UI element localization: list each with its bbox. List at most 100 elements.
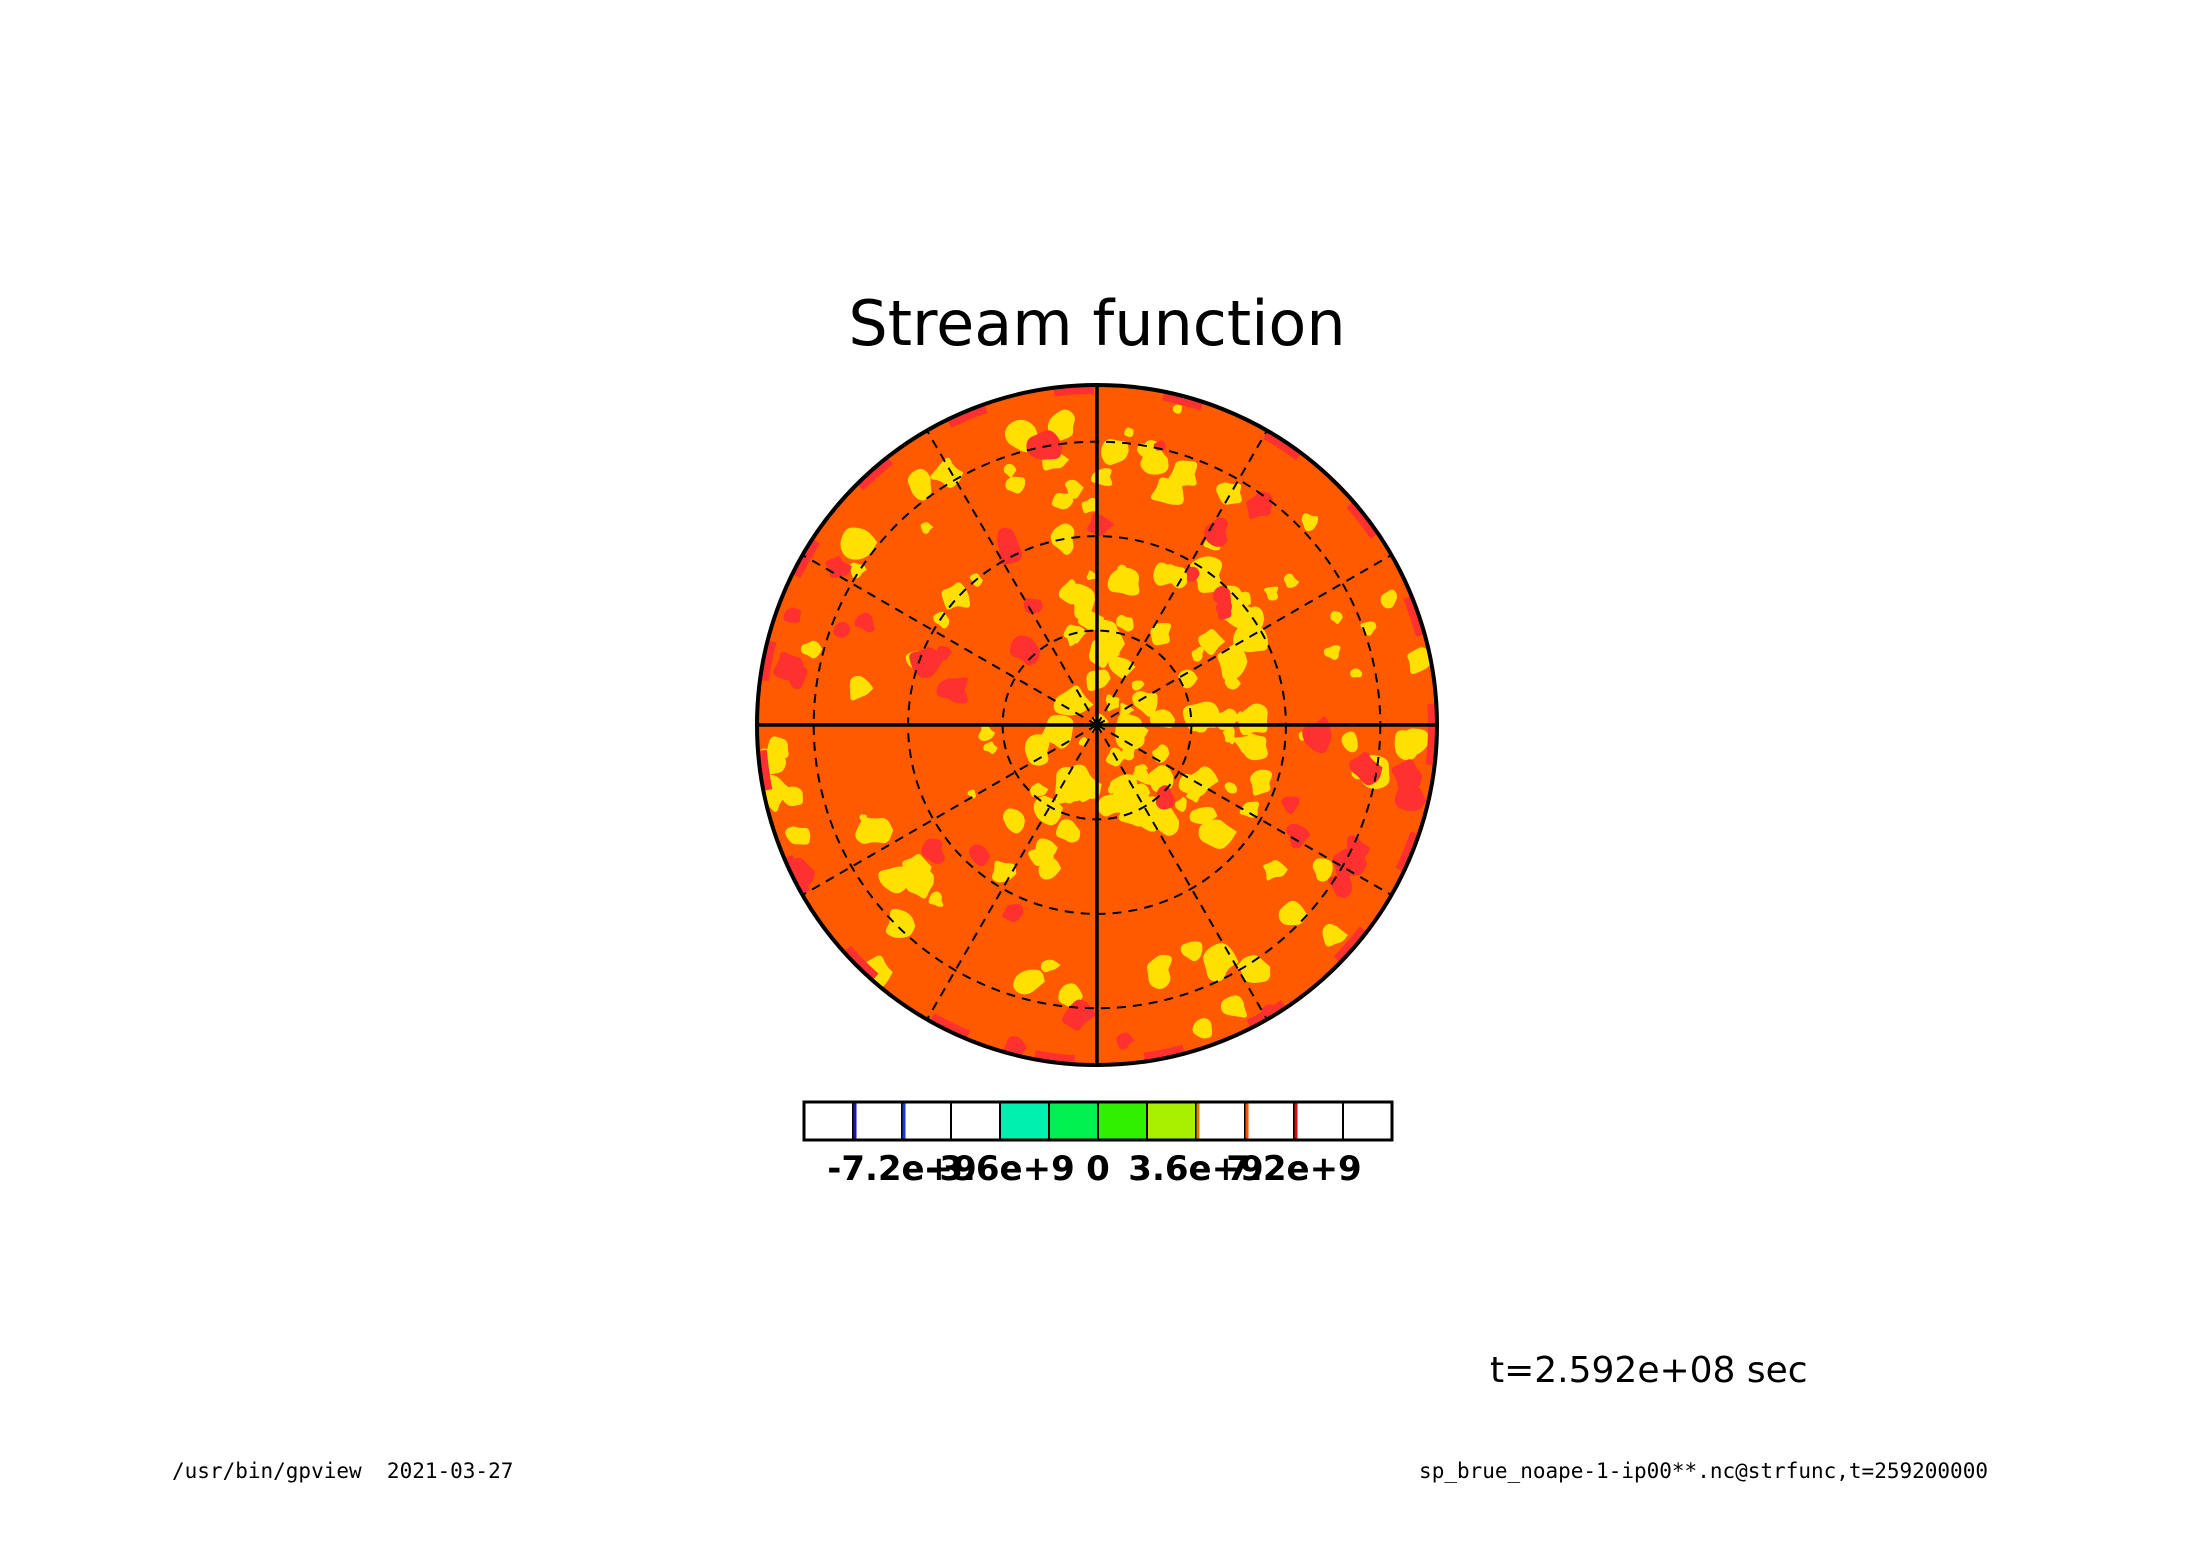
yellow-patch: [1380, 589, 1397, 609]
yellow-patch: [1146, 954, 1172, 990]
yellow-patch: [1222, 725, 1235, 743]
yellow-patch: [785, 826, 811, 845]
red-patch: [1009, 635, 1041, 666]
yellow-patch: [1234, 711, 1244, 722]
meridian-dashed: [1096, 430, 1268, 726]
yellow-patch: [1146, 692, 1157, 702]
yellow-patch: [1278, 900, 1308, 926]
yellow-patch: [1120, 703, 1135, 719]
red-patch: [1204, 517, 1228, 547]
red-patch: [1246, 491, 1273, 520]
yellow-patch: [933, 611, 950, 629]
yellow-patch: [1323, 645, 1341, 660]
colorbar-swatch: [1146, 1101, 1197, 1141]
meridian-dashed: [802, 554, 1098, 726]
yellow-patch: [781, 786, 804, 807]
red-patch: [1394, 783, 1426, 812]
colorbar-tick-labels: -7.2e+9-3.6e+9 0 3.6e+97.2e+9: [827, 1149, 1361, 1189]
yellow-patch: [800, 640, 823, 659]
meridian-dashed: [802, 724, 1098, 896]
red-patch: [936, 645, 952, 661]
yellow-patch: [1117, 564, 1131, 577]
yellow-patch: [967, 789, 976, 799]
colorbar-tick-label: -7.2e+9: [827, 1149, 977, 1189]
yellow-patch: [849, 675, 874, 701]
yellow-patch: [1105, 694, 1120, 712]
yellow-patch: [1175, 797, 1187, 812]
yellow-patch: [1188, 766, 1219, 798]
chart-title: Stream function: [848, 287, 1345, 360]
colorbar-frame: [802, 1100, 1394, 1142]
yellow-patch: [855, 817, 894, 844]
yellow-patch: [1341, 731, 1358, 753]
yellow-patch: [928, 891, 944, 907]
colorbar-swatch: [852, 1101, 903, 1141]
yellow-patch: [1013, 969, 1045, 995]
yellow-patch: [1150, 477, 1184, 505]
yellow-patch: [1040, 959, 1061, 973]
yellow-patch: [1003, 463, 1017, 478]
red-patch: [854, 612, 875, 633]
yellow-patch: [1233, 623, 1269, 653]
yellow-patch: [1109, 774, 1138, 802]
yellow-patch: [1101, 439, 1129, 465]
colorbar-swatch: [1195, 1101, 1246, 1141]
yellow-patch: [1330, 611, 1343, 625]
red-patch: [1281, 796, 1300, 814]
meridian-dashed: [1096, 724, 1268, 1020]
yellow-patch: [978, 723, 996, 742]
polar-map: [755, 383, 1439, 1067]
colorbar-swatch: [1097, 1101, 1148, 1141]
map-grid: [757, 385, 1437, 1065]
yellow-patch: [1301, 513, 1319, 532]
yellow-patch: [1005, 476, 1026, 494]
meridian-dashed: [926, 430, 1098, 726]
colorbar-tick-label: 7.2e+9: [1226, 1149, 1361, 1189]
yellow-patch: [1350, 668, 1363, 678]
yellow-patch: [920, 522, 934, 534]
yellow-patch: [941, 582, 971, 610]
footer-right: sp_brue_noape-1-ip00**.nc@strfunc,t=2592…: [1419, 1459, 1988, 1483]
yellow-patch: [1172, 404, 1183, 414]
yellow-patch: [1116, 614, 1134, 632]
yellow-patch: [1250, 769, 1273, 796]
red-patch: [1286, 823, 1311, 849]
red-patch: [1327, 869, 1352, 898]
red-patch: [1391, 759, 1423, 793]
colorbar-swatch: [1342, 1101, 1393, 1141]
yellow-patch: [1069, 764, 1102, 799]
meridian-dashed: [926, 724, 1098, 1020]
red-patch: [936, 677, 968, 704]
yellow-patch: [1394, 730, 1418, 761]
yellow-patch: [1068, 583, 1095, 620]
yellow-patch: [878, 866, 913, 894]
yellow-patch: [1238, 703, 1268, 736]
yellow-patch: [1224, 676, 1241, 690]
colorbar-swatch: [1293, 1101, 1344, 1141]
yellow-patch: [1283, 573, 1300, 588]
yellow-patch: [1191, 646, 1204, 662]
red-patch: [783, 608, 802, 623]
colorbar-swatch: [1048, 1101, 1099, 1141]
yellow-patch: [1051, 492, 1074, 510]
colorbar-swatch: [1244, 1101, 1295, 1141]
yellow-patch: [1242, 611, 1257, 625]
yellow-patch: [1192, 1018, 1213, 1039]
yellow-patch: [1131, 680, 1145, 691]
yellow-patch: [1150, 623, 1172, 646]
meridian-dashed: [1096, 724, 1392, 896]
yellow-patch: [1239, 955, 1271, 983]
yellow-patch: [1233, 654, 1245, 667]
yellow-patch: [885, 908, 916, 938]
yellow-patch: [1203, 943, 1239, 982]
yellow-patch: [906, 870, 934, 899]
colorbar-swatch: [999, 1101, 1050, 1141]
yellow-patch: [1239, 801, 1260, 818]
yellow-patch: [1322, 924, 1348, 947]
meridian-dashed: [1096, 554, 1392, 726]
yellow-patch: [1216, 482, 1242, 505]
yellow-patch: [907, 469, 932, 501]
yellow-patch: [1035, 838, 1058, 862]
yellow-patch: [1107, 567, 1140, 596]
